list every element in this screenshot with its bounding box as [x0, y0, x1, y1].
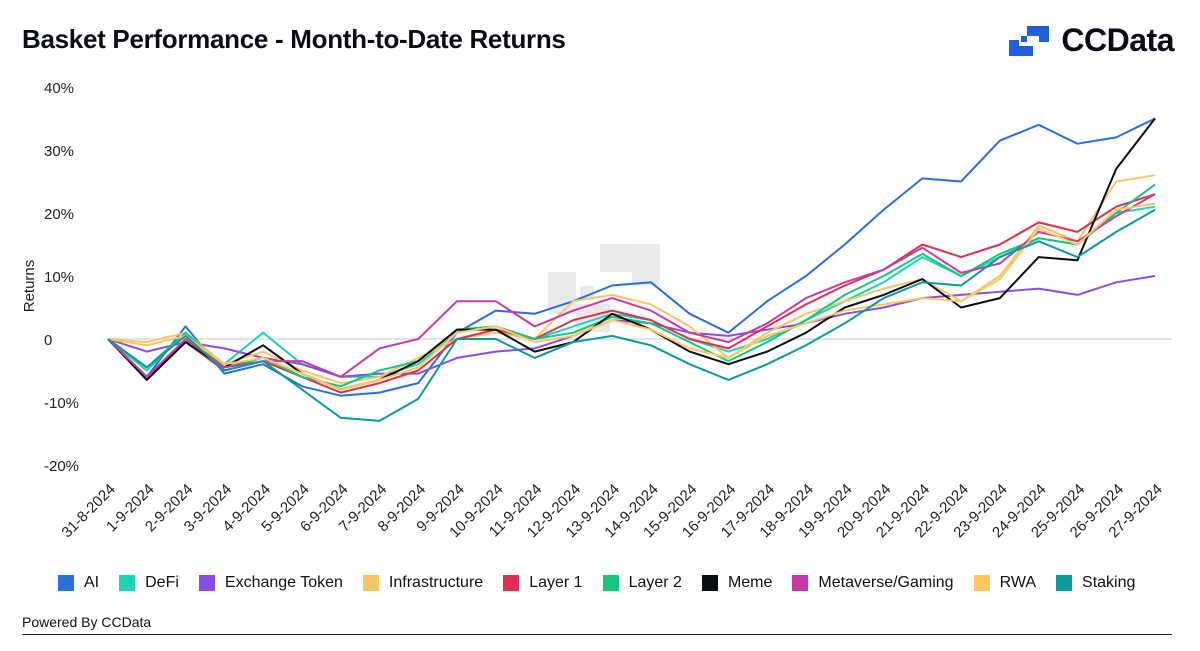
series-line-layer-2	[107, 183, 1156, 388]
legend-swatch	[58, 575, 74, 591]
line-chart: 40%30%20%10%0-10%-20%Returns31-8-20241-9…	[21, 80, 1172, 541]
legend-label: Infrastructure	[388, 574, 484, 591]
legend-label: RWA	[999, 574, 1037, 591]
legend-label: Staking	[1082, 574, 1136, 591]
legend-item: Exchange Token	[198, 574, 343, 592]
page-title: Basket Performance - Month-to-Date Retur…	[22, 24, 566, 54]
series-line-defi	[107, 205, 1156, 378]
legend-item: Staking	[1056, 574, 1135, 592]
legend-swatch	[198, 575, 215, 591]
legend-swatch	[602, 575, 619, 591]
legend-swatch	[973, 575, 990, 591]
y-tick-label: 30%	[44, 143, 74, 160]
legend-item: Layer 2	[602, 574, 682, 592]
legend-swatch	[503, 575, 520, 591]
x-tick-label: 31-8-2024	[58, 481, 118, 541]
series-line-staking	[107, 208, 1156, 422]
legend-item: Infrastructure	[362, 574, 484, 592]
legend-label: Metaverse/Gaming	[818, 574, 954, 591]
series-line-metaverse-gaming	[107, 193, 1156, 378]
series-line-layer-1	[107, 193, 1156, 394]
chart-legend: AI DeFi Exchange Token Infrastructure Layer …	[58, 574, 1155, 592]
legend-label: Layer 1	[529, 574, 583, 591]
y-axis-label: Returns	[21, 260, 38, 313]
y-tick-label: -20%	[44, 458, 79, 475]
legend-item: Metaverse/Gaming	[792, 574, 954, 592]
legend-label: Meme	[727, 574, 773, 591]
logo-text: CCData	[1061, 22, 1174, 58]
legend-item: Meme	[701, 574, 773, 592]
y-tick-label: -10%	[44, 395, 79, 412]
y-tick-label: 20%	[44, 206, 74, 223]
footer-divider	[22, 634, 1172, 635]
legend-item: RWA	[973, 574, 1037, 592]
legend-swatch	[701, 575, 718, 591]
legend-label: AI	[84, 574, 100, 591]
legend-swatch	[119, 575, 136, 591]
legend-swatch	[1056, 575, 1073, 591]
y-tick-label: 10%	[44, 269, 74, 286]
y-tick-label: 40%	[44, 80, 74, 97]
powered-by-text: Powered By CCData	[22, 614, 152, 630]
legend-label: Exchange Token	[224, 574, 343, 591]
legend-item: DeFi	[119, 574, 179, 592]
legend-swatch	[362, 575, 379, 591]
series-line-meme	[107, 117, 1156, 391]
y-tick-label: 0	[44, 332, 52, 349]
brand-logo: CCData	[1007, 22, 1174, 59]
series-line-rwa	[107, 202, 1156, 391]
legend-label: DeFi	[145, 574, 179, 591]
legend-label: Layer 2	[628, 574, 682, 591]
legend-item: AI	[58, 574, 99, 592]
legend-item: Layer 1	[503, 574, 583, 592]
legend-swatch	[792, 575, 809, 591]
ccdata-logo-icon	[1009, 25, 1050, 56]
